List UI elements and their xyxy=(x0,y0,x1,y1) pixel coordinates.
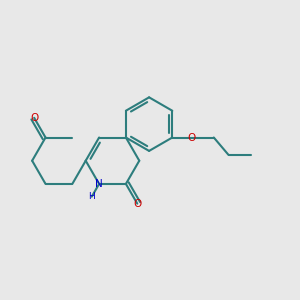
Text: O: O xyxy=(30,113,38,123)
Text: O: O xyxy=(187,133,195,142)
Text: H: H xyxy=(88,192,95,201)
Text: N: N xyxy=(95,179,103,189)
Text: O: O xyxy=(133,199,141,208)
